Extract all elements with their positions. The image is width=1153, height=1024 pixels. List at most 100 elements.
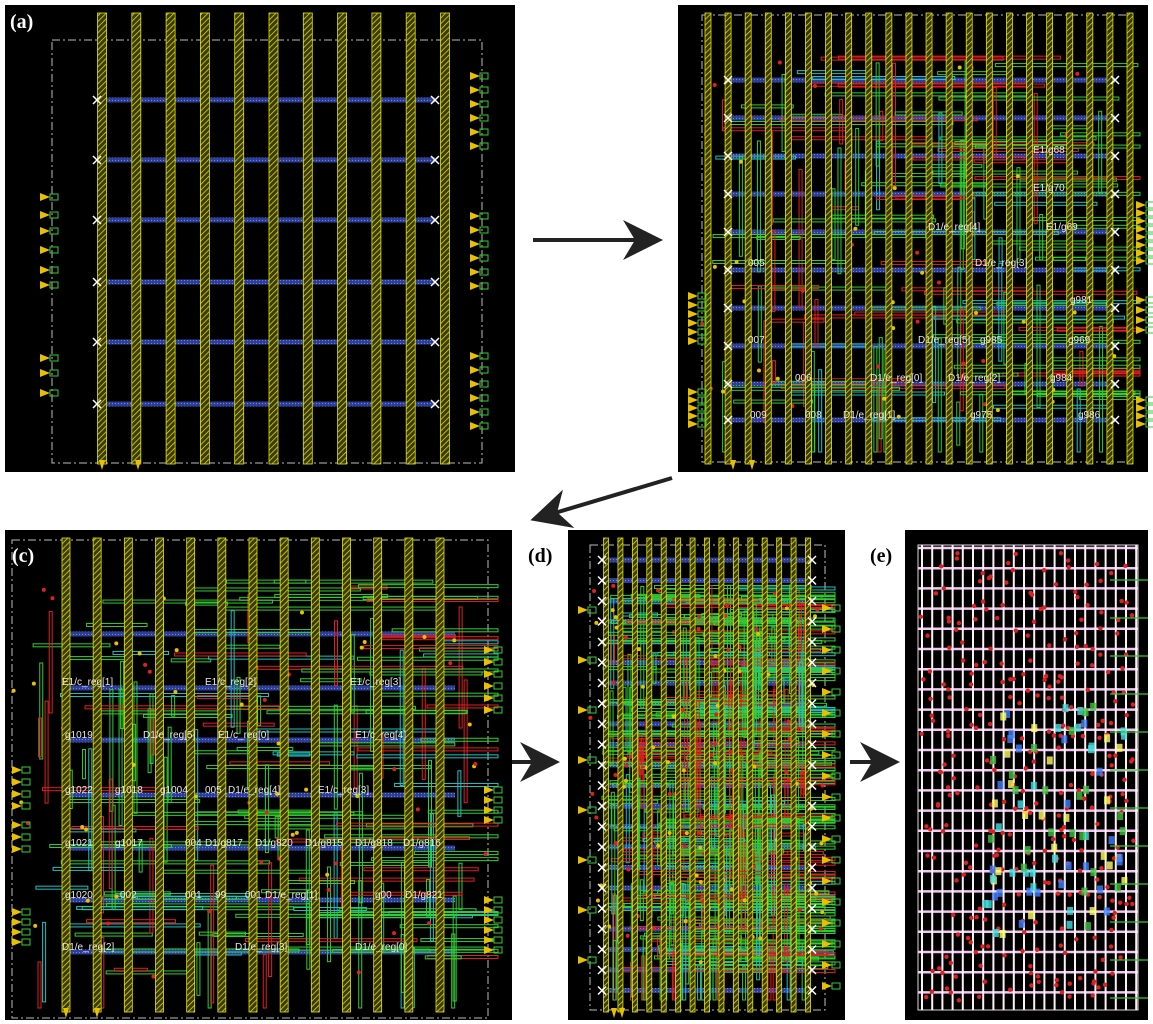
contact — [1098, 652, 1102, 656]
contact — [1109, 928, 1113, 932]
power-rail — [338, 13, 347, 464]
power-rail — [705, 13, 711, 464]
contact — [1124, 902, 1128, 906]
contact — [853, 227, 857, 231]
contact — [1060, 696, 1064, 700]
cell-label: 002 — [120, 890, 137, 901]
contact — [981, 599, 985, 603]
contact — [1016, 174, 1020, 178]
contact — [173, 690, 177, 694]
power-rail — [374, 538, 382, 1012]
dense-cell — [1063, 814, 1069, 822]
contact — [897, 415, 901, 419]
dense-cell — [997, 781, 1003, 789]
contact — [1002, 800, 1006, 804]
dense-cell — [1009, 771, 1015, 779]
contact — [1028, 964, 1032, 968]
contact — [334, 862, 338, 866]
dense-cell — [1088, 745, 1094, 753]
contact — [1082, 797, 1086, 801]
contact — [1014, 628, 1018, 632]
contact — [623, 757, 627, 761]
power-rail — [886, 13, 892, 464]
contact — [947, 645, 951, 649]
dense-cell — [1069, 829, 1075, 837]
contact — [784, 770, 788, 774]
dense-cell — [1079, 832, 1085, 840]
contact — [1047, 729, 1051, 733]
contact — [1043, 849, 1047, 853]
cell-label: D1/e_reg[2] — [948, 373, 1000, 384]
contact — [1029, 983, 1033, 987]
contact — [1099, 610, 1103, 614]
contact — [1123, 564, 1127, 568]
contact — [1059, 675, 1063, 679]
dense-cell — [1117, 857, 1123, 865]
power-rail — [166, 13, 175, 464]
contact — [1026, 633, 1030, 637]
contact — [683, 845, 687, 849]
contact — [392, 767, 396, 771]
contact — [1063, 951, 1067, 955]
cell-label: g1022 — [65, 785, 93, 796]
contact — [1079, 617, 1083, 621]
cell-label: D1/e_reg[2] — [62, 942, 114, 953]
power-rail — [235, 13, 244, 464]
contact — [1034, 801, 1038, 805]
contact — [787, 720, 791, 724]
dense-cell — [1000, 712, 1006, 720]
contact — [207, 909, 211, 913]
cell-label: g1019 — [65, 730, 93, 741]
contact — [1118, 900, 1122, 904]
contact — [713, 654, 717, 658]
contact — [1026, 688, 1030, 692]
contact — [1024, 766, 1028, 770]
contact — [968, 940, 972, 944]
contact — [1011, 568, 1015, 572]
cell-label: E1/c_reg[3] — [350, 677, 401, 688]
dense-cell — [1077, 707, 1083, 715]
contact — [681, 708, 685, 712]
contact — [1081, 734, 1085, 738]
contact — [1032, 620, 1036, 624]
dense-cell — [1039, 812, 1045, 820]
contact — [1022, 320, 1026, 324]
contact — [1066, 558, 1070, 562]
contact — [783, 947, 787, 951]
contact — [798, 908, 802, 912]
contact — [978, 907, 982, 911]
dense-cell — [1075, 724, 1081, 732]
contact — [960, 640, 964, 644]
contact — [929, 713, 933, 717]
contact — [611, 681, 615, 685]
panel-label: (d) — [528, 545, 552, 567]
contact — [921, 677, 925, 681]
contact — [1090, 647, 1094, 651]
contact — [974, 726, 978, 730]
cell-label: E1/g70 — [1033, 183, 1065, 194]
contact — [955, 551, 959, 555]
contact — [626, 934, 630, 938]
contact — [33, 924, 37, 928]
contact — [729, 750, 733, 754]
power-rail — [62, 538, 70, 1012]
contact — [946, 687, 950, 691]
power-rail — [866, 13, 872, 464]
contact — [799, 771, 803, 775]
contact — [1063, 637, 1067, 641]
contact — [995, 853, 999, 857]
contact — [931, 719, 935, 723]
contact — [1085, 603, 1089, 607]
cell-label: g1021 — [65, 838, 93, 849]
contact — [668, 792, 672, 796]
contact — [611, 608, 615, 612]
contact — [988, 722, 992, 726]
contact — [893, 186, 897, 190]
layout-panel: E1/c_reg[1]E1/c_reg[2]E1/c_reg[3]g1019D1… — [5, 530, 512, 1020]
dense-cell — [996, 823, 1002, 831]
cell-label: D1/e_reg[5] — [143, 730, 195, 741]
cell-label: g1017 — [115, 838, 143, 849]
contact — [925, 853, 929, 857]
contact — [1078, 869, 1082, 873]
contact — [392, 931, 396, 935]
